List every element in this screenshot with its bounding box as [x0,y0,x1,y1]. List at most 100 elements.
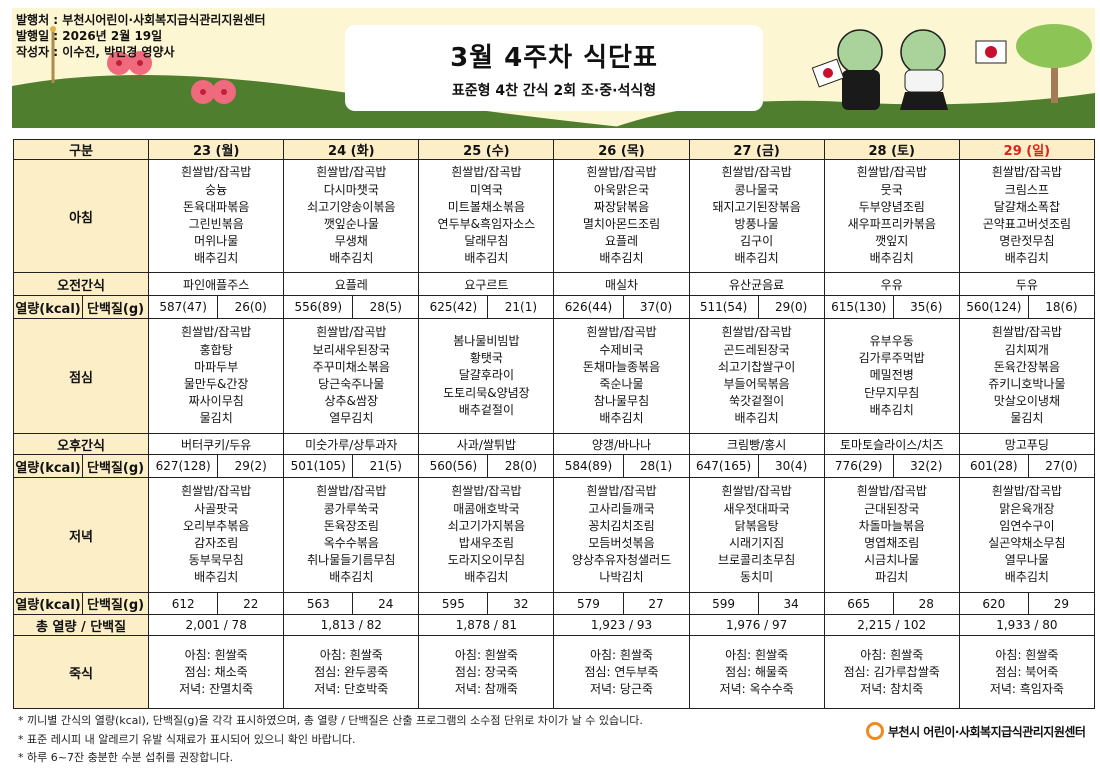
breakfast-menu-item: 머위나물 [194,234,239,249]
porridge-menu: 아침: 흰쌀죽 점심: 장국죽 저녁: 참깨죽 [418,635,555,709]
total-row-label: 총 열량 / 단백질 [12,614,150,636]
header-banner: 발행처 : 부천시어린이·사회복지급식관리지원센터 발행일 : 2026년 2월… [12,8,1095,128]
lunch-menu-item: 마파두부 [194,359,239,374]
lunch-menu-item: 물김치 [199,411,233,426]
breakfast-menu-item: 짜장닭볶음 [593,199,650,214]
breakfast-menu-item: 멸치아몬드조림 [582,217,661,231]
breakfast-menu-item: 배추김치 [464,251,509,266]
breakfast-menu-item: 돈육대파볶음 [183,199,250,214]
lunch-menu-item: 황탯국 [469,351,503,366]
dinner-row-label: 저녁 [12,477,150,593]
dinner-menu: 흰쌀밥/잡곡밥 맑은육개장 임연수구이 실곤약채소무침 열무나물 배추김치 [958,477,1096,593]
porridge-menu-item: 아침: 흰쌀죽 [319,647,383,662]
daily-total: 1,976 / 97 [688,614,825,636]
lunch-menu-item: 유부우동 [869,333,914,348]
breakfast-menu-item: 곤약표고버섯조림 [982,217,1072,231]
lunch-menu-item: 홍합탕 [199,342,233,357]
breakfast-menu: 흰쌀밥/잡곡밥 다시마챗국 쇠고기양송이볶음 깻잎순나물 무생채 배추김치 [283,159,420,273]
lunch-menu-item: 쇠고기찹쌀구이 [717,359,796,374]
daily-total: 1,878 / 81 [418,614,555,636]
dinner-menu-item: 동치미 [740,570,774,585]
kcal-value: 612 [148,592,219,615]
pm-nutrition-row: 열량(kcal) 단백질(g) 627(128) 29(2) 501(105) 21(5)… [12,454,1096,478]
dinner-menu-item: 돈육장조림 [323,518,379,533]
dinner-menu-item: 배추김치 [329,570,374,585]
footer-logo-text: 부천시 어린이·사회복지급식관리지원센터 [888,724,1086,739]
lunch-menu-item: 달걀후라이 [458,368,514,383]
lunch-menu-item: 참나물무침 [593,394,650,409]
breakfast-menu-item: 배추김치 [734,251,779,266]
footnote: * 끼니별 간식의 열량(kcal), 단백질(g)을 각각 표시하였으며, 총… [18,714,643,727]
lunch-menu-item: 열무김치 [329,411,374,426]
page-title: 3월 4주차 식단표 [450,43,658,73]
porridge-menu-item: 저녁: 참깨죽 [454,681,518,696]
dinner-menu: 흰쌀밥/잡곡밥 매콤애호박국 쇠고기가지볶음 밥새우조림 도라지오이무침 배추김치 [418,477,555,593]
dinner-menu-item: 배추김치 [1004,570,1049,585]
footnotes: * 끼니별 간식의 열량(kcal), 단백질(g)을 각각 표시하였으며, 총… [18,712,643,768]
protein-value: 29 [1027,592,1096,615]
breakfast-menu-item: 흰쌀밥/잡곡밥 [721,165,792,180]
dinner-menu-item: 차돌마늘볶음 [858,518,925,533]
protein-value: 37(0) [622,295,690,319]
dinner-menu-item: 양상추유자청샐러드 [571,553,672,568]
protein-value: 29(2) [217,454,285,478]
lunch-menu-item: 물만두&간장 [183,377,249,391]
author: 작성자 : 이수진, 박민경 영양사 [16,45,175,59]
breakfast-menu: 흰쌀밥/잡곡밥 뭇국 두부양념조림 새우파프리카볶음 깻잎지 배추김치 [823,159,960,273]
pm-snack: 사과/쌀튀밥 [418,433,555,455]
dinner-menu-item: 오리부추볶음 [183,518,250,533]
breakfast-menu-item: 다시마챗국 [323,182,379,197]
pm-snack-row: 오후간식 버터쿠키/두유 미숫가루/상투과자 사과/쌀튀밥 양갱/바나나 크림빵/홍시 토마… [12,433,1096,455]
porridge-menu-item: 저녁: 잔멸치죽 [179,681,254,696]
dinner-menu-item: 사골팟국 [194,501,239,516]
breakfast-menu-item: 명란젓무침 [999,234,1055,249]
lunch-menu-item: 도토리묵&양념장 [443,385,530,400]
dinner-menu-item: 고사리들깨국 [588,501,655,516]
header-row-label: 구분 [12,139,150,160]
breakfast-menu-item: 미역국 [469,182,503,197]
day-header: 29 (일) [958,139,1096,160]
kcal-value: 601(28) [958,454,1029,478]
lunch-menu-item: 보리새우된장국 [312,342,390,357]
am-snack: 요구르트 [418,272,555,296]
kcal-value: 599 [688,592,759,615]
lunch-menu: 흰쌀밥/잡곡밥 수제비국 돈채마늘종볶음 죽순나물 참나물무침 배추김치 [553,318,690,434]
publisher: 발행처 : 부천시어린이·사회복지급식관리지원센터 [16,13,266,27]
kcal-value: 615(130) [823,295,894,319]
porridge-menu: 아침: 흰쌀죽 점심: 완두콩죽 저녁: 단호박죽 [283,635,420,709]
dinner-menu-item: 열무나물 [1004,553,1049,568]
am-snack: 요플레 [283,272,420,296]
kcal-value: 595 [418,592,489,615]
kcal-label: 열량(kcal) [12,295,84,319]
lunch-menu-item: 흰쌀밥/잡곡밥 [586,325,657,340]
protein-value: 18(6) [1027,295,1096,319]
lunch-menu-item: 곤드레된장국 [723,342,790,357]
kcal-value: 776(29) [823,454,894,478]
dinner-nutrition-row: 열량(kcal) 단백질(g) 612 22 563 24 595 32 579 27 599 34 6… [12,592,1096,615]
page-subtitle: 표준형 4찬 간식 2회 조·중·석식형 [451,83,657,99]
pm-snack: 양갱/바나나 [553,433,690,455]
lunch-menu: 봄나물비빔밥 황탯국 달걀후라이 도토리묵&양념장 배추겉절이 [418,318,555,434]
dinner-menu: 흰쌀밥/잡곡밥 콩가루쑥국 돈육장조림 옥수수볶음 취나물들기름무침 배추김치 [283,477,420,593]
protein-value: 27 [622,592,690,615]
dinner-menu-item: 도라지오이무침 [447,553,526,568]
kcal-value: 584(89) [553,454,624,478]
breakfast-menu-item: 콩나물국 [734,182,779,197]
pm-snack: 버터쿠키/두유 [148,433,285,455]
dinner-menu-item: 나박김치 [599,570,644,585]
kcal-value: 511(54) [688,295,759,319]
kcal-value: 626(44) [553,295,624,319]
flower-icon [107,51,236,104]
dinner-menu-item: 흰쌀밥/잡곡밥 [856,484,927,499]
dinner-menu-item: 쇠고기가지볶음 [447,518,526,533]
protein-label: 단백질(g) [82,295,150,319]
lunch-menu-item: 맛살오이냉채 [993,394,1061,409]
dinner-menu: 흰쌀밥/잡곡밥 고사리들깨국 꽁치김치조림 모듬버섯볶음 양상추유자청샐러드 나박김치 [553,477,690,593]
dinner-menu-item: 콩가루쑥국 [323,501,379,516]
dinner-menu-item: 브로콜리초무침 [717,553,796,568]
pm-snack: 미숫가루/상투과자 [283,433,420,455]
lunch-menu: 흰쌀밥/잡곡밥 김치찌개 돈육간장볶음 쥬키니호박나물 맛살오이냉채 물김치 [958,318,1096,434]
dinner-menu-item: 흰쌀밥/잡곡밥 [991,484,1063,499]
dinner-menu-item: 매콤애호박국 [453,501,520,516]
porridge-menu-item: 점심: 완두콩죽 [314,664,389,679]
